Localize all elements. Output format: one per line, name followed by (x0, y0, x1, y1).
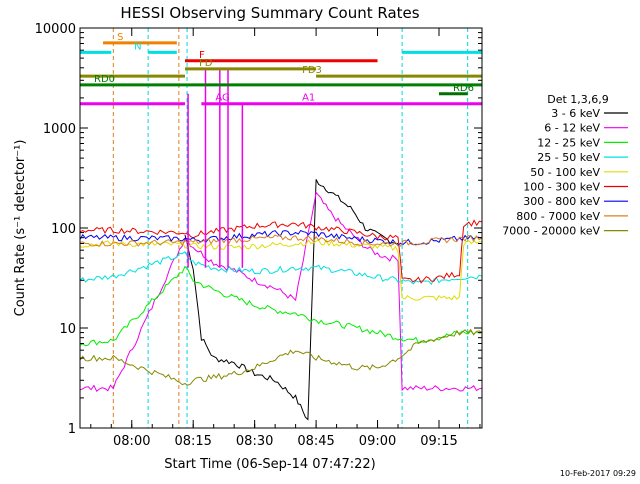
footer-date: 10-Feb-2017 09:29 (560, 469, 636, 478)
legend-label-6: 300 - 800 keV (523, 195, 600, 208)
x-tick-label-5: 09:15 (420, 434, 457, 449)
legend-label-4: 50 - 100 keV (530, 166, 600, 179)
flag-label-6: RD6 (453, 83, 474, 94)
series-line-4 (80, 238, 482, 301)
x-tick-label-3: 08:45 (297, 434, 334, 449)
y-tick-label-4: 10000 (35, 22, 76, 37)
legend-label-0: 3 - 6 keV (551, 107, 600, 120)
legend-label-7: 800 - 7000 keV (516, 210, 600, 223)
flag-label-4: FD3 (302, 65, 322, 76)
legend-label-1: 6 - 12 keV (544, 122, 600, 135)
x-tick-label-1: 08:15 (174, 434, 211, 449)
legend-label-2: 12 - 25 keV (537, 136, 600, 149)
x-axis: 08:00 08:15 08:30 08:45 09:00 09:15 (90, 28, 481, 449)
flag-label-5: RD0 (94, 74, 115, 85)
y-tick-label-3: 1000 (43, 122, 76, 137)
legend-label-8: 7000 - 20000 keV (502, 225, 600, 238)
series-line-2 (80, 265, 482, 347)
x-tick-label-2: 08:30 (236, 434, 273, 449)
series-line-7 (80, 234, 482, 247)
flag-label-2: F (199, 50, 205, 61)
series-line-1 (80, 191, 482, 392)
y-tick-label-0: 1 (68, 422, 76, 437)
legend-label-5: 100 - 300 keV (523, 181, 600, 194)
legend-title: Det 1,3,6,9 (547, 93, 609, 106)
series-line-5 (80, 219, 482, 284)
legend-label-3: 25 - 50 keV (537, 151, 600, 164)
y-axis: 1 10 100 1000 10000 (35, 22, 482, 437)
y-tick-label-2: 100 (51, 222, 76, 237)
flag-label-8: A1 (302, 93, 315, 104)
flag-label-0: S (117, 32, 123, 43)
chart-title: HESSI Observing Summary Count Rates (120, 4, 419, 22)
x-axis-label: Start Time (06-Sep-14 07:47:22) (164, 457, 375, 472)
series-line-0 (184, 179, 399, 421)
flag-label-3: FD (199, 58, 213, 69)
x-tick-label-0: 08:00 (113, 434, 150, 449)
x-tick-label-4: 09:00 (359, 434, 396, 449)
series-line-3 (80, 251, 482, 286)
y-axis-label: Count Rate (s⁻¹ detector⁻¹) (13, 140, 28, 317)
y-tick-label-1: 10 (59, 322, 76, 337)
flag-label-1: N (134, 41, 141, 52)
series-line-8 (80, 328, 482, 386)
flag-label-7: AG (215, 93, 229, 104)
